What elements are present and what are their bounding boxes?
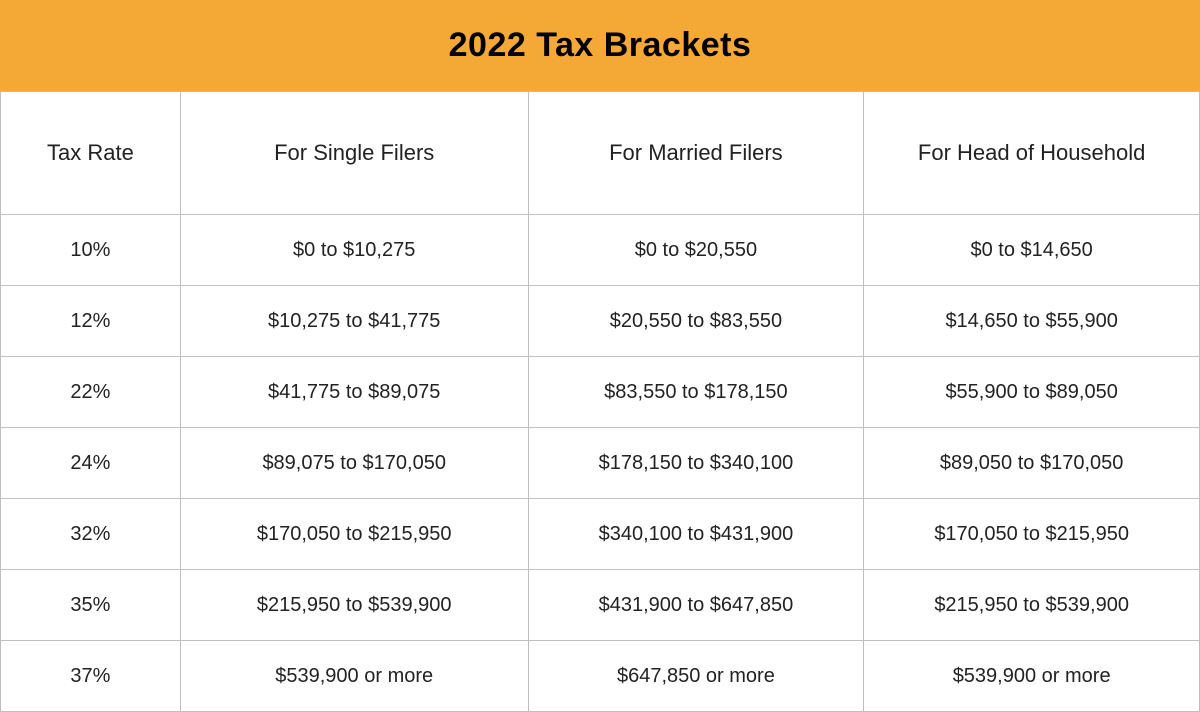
cell-single: $170,050 to $215,950 bbox=[180, 499, 528, 570]
cell-rate: 32% bbox=[1, 499, 181, 570]
col-single: For Single Filers bbox=[180, 92, 528, 215]
table-row: 24% $89,075 to $170,050 $178,150 to $340… bbox=[1, 428, 1200, 499]
cell-hoh: $0 to $14,650 bbox=[864, 215, 1200, 286]
col-hoh: For Head of Household bbox=[864, 92, 1200, 215]
cell-rate: 24% bbox=[1, 428, 181, 499]
tax-brackets-table: Tax Rate For Single Filers For Married F… bbox=[0, 91, 1200, 712]
cell-married: $0 to $20,550 bbox=[528, 215, 864, 286]
cell-single: $41,775 to $89,075 bbox=[180, 357, 528, 428]
cell-rate: 10% bbox=[1, 215, 181, 286]
col-married: For Married Filers bbox=[528, 92, 864, 215]
cell-single: $215,950 to $539,900 bbox=[180, 570, 528, 641]
cell-hoh: $215,950 to $539,900 bbox=[864, 570, 1200, 641]
table-row: 35% $215,950 to $539,900 $431,900 to $64… bbox=[1, 570, 1200, 641]
table-row: 22% $41,775 to $89,075 $83,550 to $178,1… bbox=[1, 357, 1200, 428]
table-body: 10% $0 to $10,275 $0 to $20,550 $0 to $1… bbox=[1, 215, 1200, 712]
page-title: 2022 Tax Brackets bbox=[0, 0, 1200, 91]
cell-hoh: $89,050 to $170,050 bbox=[864, 428, 1200, 499]
cell-married: $20,550 to $83,550 bbox=[528, 286, 864, 357]
cell-married: $431,900 to $647,850 bbox=[528, 570, 864, 641]
cell-hoh: $55,900 to $89,050 bbox=[864, 357, 1200, 428]
table-row: 10% $0 to $10,275 $0 to $20,550 $0 to $1… bbox=[1, 215, 1200, 286]
cell-hoh: $14,650 to $55,900 bbox=[864, 286, 1200, 357]
cell-married: $340,100 to $431,900 bbox=[528, 499, 864, 570]
cell-single: $10,275 to $41,775 bbox=[180, 286, 528, 357]
cell-hoh: $170,050 to $215,950 bbox=[864, 499, 1200, 570]
cell-rate: 22% bbox=[1, 357, 181, 428]
tax-brackets-card: 2022 Tax Brackets Tax Rate For Single Fi… bbox=[0, 0, 1200, 712]
table-header-row: Tax Rate For Single Filers For Married F… bbox=[1, 92, 1200, 215]
cell-rate: 12% bbox=[1, 286, 181, 357]
table-row: 32% $170,050 to $215,950 $340,100 to $43… bbox=[1, 499, 1200, 570]
col-tax-rate: Tax Rate bbox=[1, 92, 181, 215]
cell-single: $0 to $10,275 bbox=[180, 215, 528, 286]
cell-rate: 35% bbox=[1, 570, 181, 641]
cell-married: $178,150 to $340,100 bbox=[528, 428, 864, 499]
cell-married: $83,550 to $178,150 bbox=[528, 357, 864, 428]
cell-single: $89,075 to $170,050 bbox=[180, 428, 528, 499]
table-row: 12% $10,275 to $41,775 $20,550 to $83,55… bbox=[1, 286, 1200, 357]
